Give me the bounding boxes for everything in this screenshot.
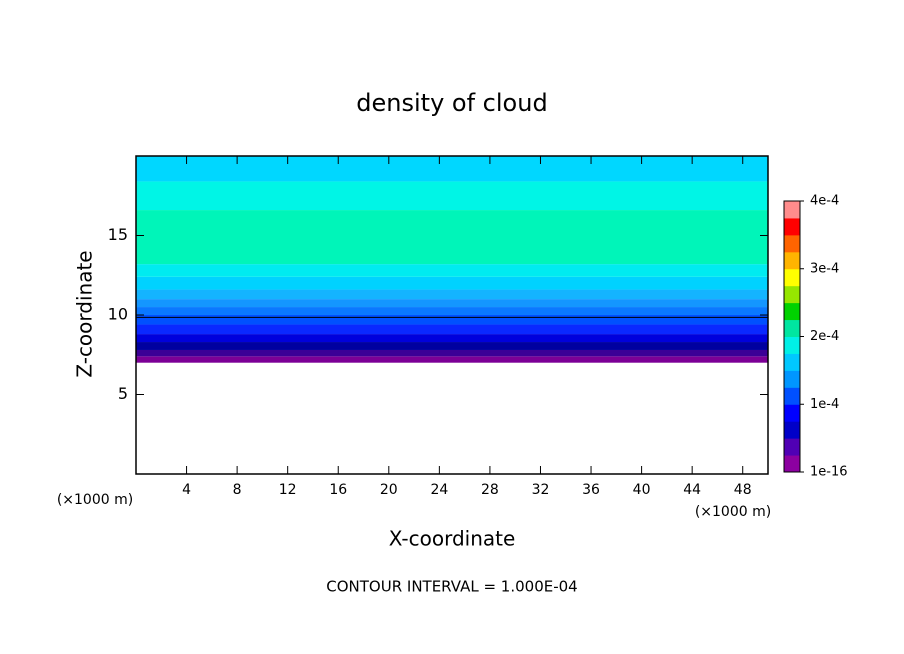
x-tick-label: 24 [430, 482, 448, 498]
y-tick-label: 5 [118, 384, 128, 403]
y-unit-label: (×1000 m) [57, 492, 133, 508]
colorbar-segment [784, 285, 800, 304]
y-tick-label: 10 [108, 305, 128, 324]
contour-band [136, 264, 768, 277]
colorbar-tick-label: 2e-4 [810, 329, 839, 344]
colorbar-tick-label: 3e-4 [810, 261, 839, 276]
colorbar-segment [784, 370, 800, 388]
x-axis-label: X-coordinate [389, 527, 516, 551]
contour-band [136, 156, 768, 182]
footer: CONTOUR INTERVAL = 1.000E-04 [326, 578, 577, 596]
chart-title: density of cloud [356, 89, 547, 117]
x-tick-label: 36 [582, 482, 600, 498]
colorbar-segment [784, 336, 800, 354]
colorbar-segment [784, 234, 800, 253]
x-tick-label: 16 [329, 482, 347, 498]
contour-band [136, 307, 768, 315]
colorbar-segment [784, 251, 800, 270]
colorbar-segment [784, 404, 800, 422]
colorbar-segment [784, 201, 800, 219]
x-tick-label: 40 [633, 482, 651, 498]
colorbar-segment [784, 421, 800, 439]
colorbar-segment [784, 268, 800, 287]
x-tick-label: 28 [481, 482, 499, 498]
x-tick-label: 12 [279, 482, 297, 498]
y-axis-label: Z-coordinate [73, 250, 97, 377]
contour-band [136, 356, 768, 363]
contour-band [136, 342, 768, 350]
colorbar-tick-label: 1e-16 [810, 465, 848, 480]
x-tick-label: 4 [182, 482, 191, 498]
contour-band [136, 210, 768, 265]
x-tick-label: 32 [532, 482, 550, 498]
x-tick-label: 20 [380, 482, 398, 498]
contour-band [136, 324, 768, 335]
contour-band [136, 276, 768, 290]
y-tick-label: 15 [108, 225, 128, 244]
colorbar-segment [784, 353, 800, 371]
colorbar-tick-label: 4e-4 [810, 194, 839, 209]
colorbar-segment [784, 302, 800, 321]
x-unit-label: (×1000 m) [695, 504, 771, 520]
contour-band [136, 349, 768, 357]
colorbar-segment [784, 217, 800, 236]
contour-band [136, 181, 768, 211]
colorbar-segment [784, 455, 800, 473]
contour-band [136, 315, 768, 325]
x-tick-label: 44 [683, 482, 701, 498]
contour-band [136, 289, 768, 300]
contour-band [136, 334, 768, 343]
colorbar-tick-label: 1e-4 [810, 397, 839, 412]
contour-band [136, 299, 768, 308]
colorbar-segment [784, 387, 800, 405]
colorbar-segment [784, 438, 800, 456]
x-tick-label: 8 [233, 482, 242, 498]
x-tick-label: 48 [734, 482, 752, 498]
colorbar-segment [784, 319, 800, 337]
